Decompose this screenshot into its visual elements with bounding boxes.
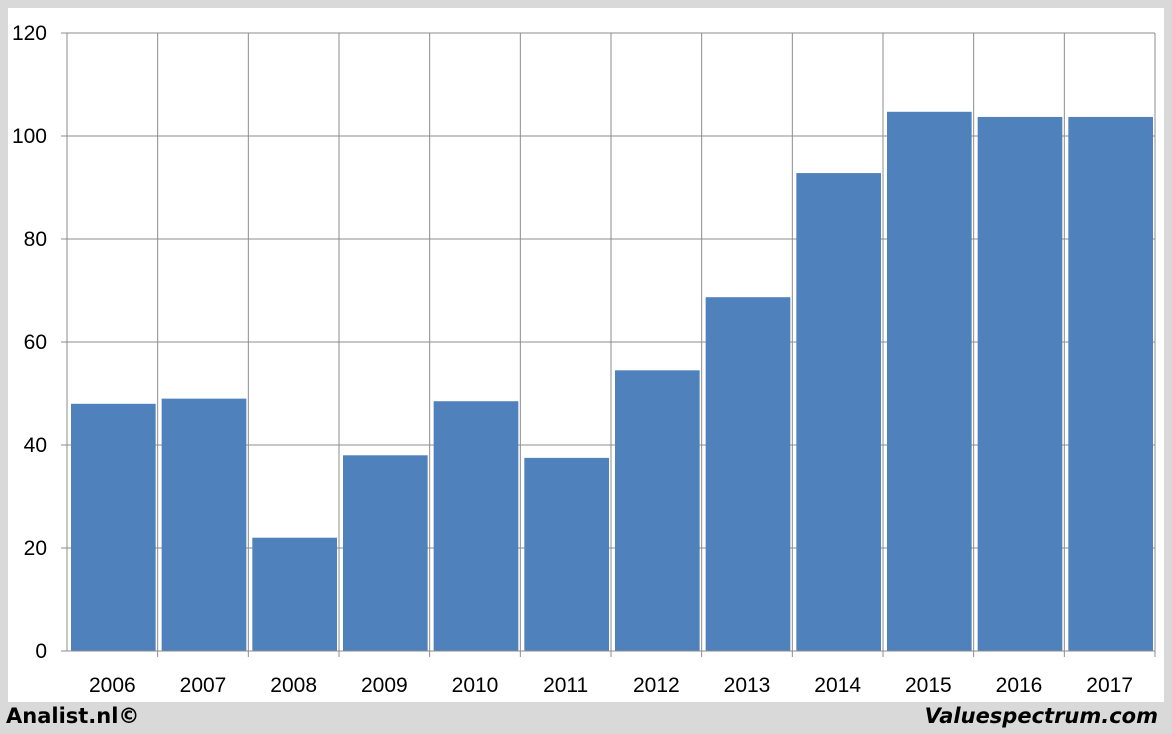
x-tick-label: 2013	[724, 674, 771, 697]
x-tick-label: 2015	[905, 674, 952, 697]
x-tick-label: 2016	[996, 674, 1043, 697]
grid-lines	[67, 32, 1156, 651]
y-tick-label: 20	[24, 537, 47, 560]
bar	[161, 398, 247, 651]
bar	[796, 173, 881, 651]
x-tick-label: 2014	[814, 674, 861, 697]
bar	[615, 370, 700, 651]
bar	[887, 111, 972, 652]
axes	[61, 32, 1156, 657]
y-tick-label: 40	[24, 434, 47, 457]
x-tick-label: 2009	[361, 674, 408, 697]
bar	[705, 297, 791, 651]
x-tick-label: 2012	[633, 674, 680, 697]
y-tick-label: 100	[12, 125, 47, 148]
x-tick-label: 2017	[1086, 674, 1133, 697]
x-tick-label: 2008	[270, 674, 317, 697]
bar	[343, 455, 428, 651]
x-tick-label: 2010	[452, 674, 499, 697]
x-tick-label: 2007	[180, 674, 227, 697]
y-tick-label: 0	[35, 640, 47, 663]
y-tick-label: 80	[24, 228, 47, 251]
x-tick-label: 2006	[89, 674, 136, 697]
footer-left-credit: Analist.nl©	[6, 704, 140, 728]
x-tick-labels: 2006 2007 2008 2009 2010 2011 2012 2013 2014 2015…	[89, 674, 1133, 697]
bar	[252, 537, 337, 651]
bar	[433, 401, 519, 651]
x-tick-label: 2011	[543, 674, 588, 697]
y-tick-label: 60	[24, 331, 47, 354]
bar	[977, 116, 1063, 651]
y-tick-label: 120	[12, 22, 47, 45]
y-tick-labels: 0 20 40 60 80 100 120	[12, 22, 47, 663]
bar	[71, 403, 156, 651]
bar	[524, 457, 609, 651]
bars	[71, 111, 1153, 652]
footer-right-credit: Valuespectrum.com	[924, 704, 1158, 728]
bar	[1068, 116, 1153, 651]
